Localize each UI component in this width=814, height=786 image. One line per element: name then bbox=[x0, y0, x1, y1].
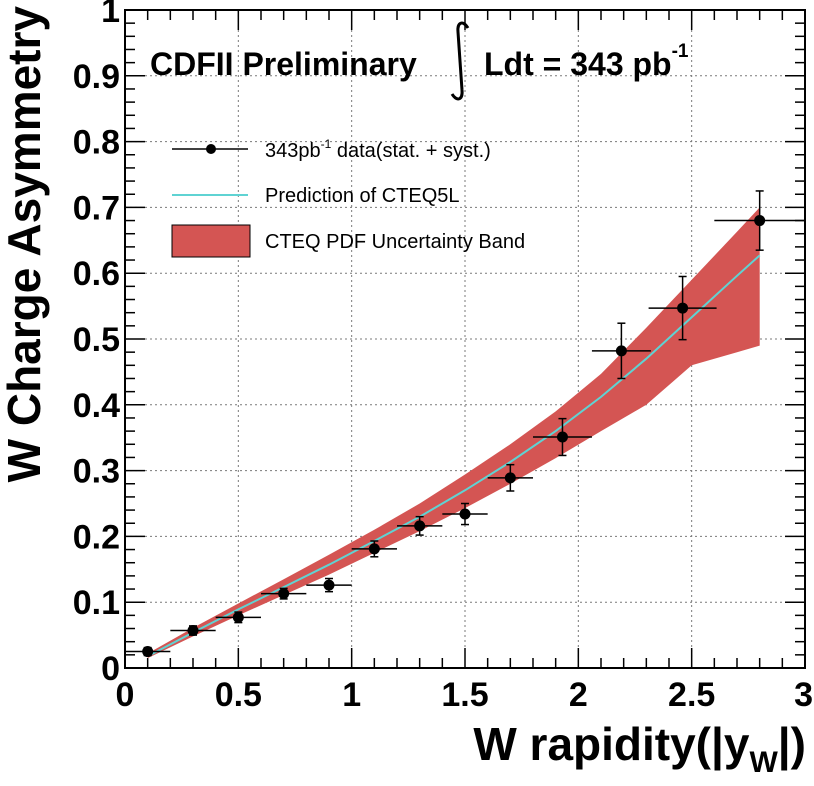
data-marker bbox=[556, 431, 568, 443]
data-point bbox=[533, 417, 592, 457]
data-point bbox=[397, 515, 443, 536]
data-marker bbox=[323, 579, 335, 591]
y-tick-label: 0.1 bbox=[73, 584, 120, 622]
y-tick-label: 0.4 bbox=[73, 387, 120, 425]
data-marker bbox=[232, 611, 244, 623]
data-marker bbox=[278, 588, 290, 600]
data-point bbox=[351, 540, 397, 558]
data-marker bbox=[368, 543, 380, 555]
data-marker bbox=[187, 624, 199, 636]
data-point bbox=[306, 577, 352, 593]
prediction-layer bbox=[147, 254, 761, 658]
luminosity-label: Ldt = 343 pb-1 bbox=[484, 41, 689, 82]
data-marker bbox=[615, 345, 627, 357]
x-tick-label: 0.5 bbox=[215, 676, 262, 714]
data-point bbox=[170, 624, 216, 636]
x-tick-label: 1.5 bbox=[441, 676, 488, 714]
legend-prediction-label: Prediction of CTEQ5L bbox=[265, 185, 460, 207]
y-tick-labels: 0 0.1 0.2 0.3 0.4 0.5 0.6 0.7 0.8 0.9 1 bbox=[73, 0, 120, 688]
data-marker bbox=[754, 215, 766, 227]
legend-band-label: CTEQ PDF Uncertainty Band bbox=[265, 231, 525, 253]
y-tick-label: 0.5 bbox=[73, 321, 120, 359]
y-tick-label: 0.9 bbox=[73, 58, 120, 96]
data-marker bbox=[677, 302, 689, 314]
data-point bbox=[714, 190, 805, 251]
integral-sign-icon bbox=[450, 21, 470, 101]
data-point bbox=[125, 646, 171, 658]
experiment-label: CDFII Preliminary bbox=[150, 46, 417, 82]
legend-data-label: 343pb-1 data(stat. + syst.) bbox=[265, 137, 491, 162]
y-tick-label: 1 bbox=[101, 0, 120, 30]
data-points-layer bbox=[125, 190, 805, 658]
x-tick-labels: 0 0.5 1 1.5 2 2.5 3 bbox=[116, 676, 813, 714]
x-tick-label: 0 bbox=[116, 676, 135, 714]
uncertainty-band bbox=[147, 207, 760, 659]
x-tick-label: 2.5 bbox=[668, 676, 715, 714]
data-point bbox=[591, 322, 651, 380]
legend: 343pb-1 data(stat. + syst.) Prediction o… bbox=[171, 137, 525, 258]
data-marker bbox=[504, 472, 516, 484]
legend-data-marker bbox=[206, 144, 216, 154]
axis-ticks bbox=[124, 9, 806, 669]
y-axis-title: W Charge Asymmetry bbox=[0, 6, 50, 483]
data-point bbox=[261, 587, 307, 600]
data-point bbox=[442, 502, 488, 526]
data-marker bbox=[142, 646, 154, 658]
data-point bbox=[648, 275, 717, 341]
legend-band-swatch bbox=[171, 224, 251, 258]
y-tick-label: 0.8 bbox=[73, 124, 120, 162]
y-tick-label: 0.3 bbox=[73, 453, 120, 491]
uncertainty-band-layer bbox=[147, 207, 760, 659]
data-marker bbox=[414, 520, 426, 532]
data-point bbox=[215, 611, 261, 624]
prediction-line bbox=[147, 254, 761, 658]
x-tick-label: 1 bbox=[342, 676, 361, 714]
x-tick-label: 2 bbox=[569, 676, 588, 714]
x-tick-label: 3 bbox=[794, 676, 813, 714]
y-tick-label: 0 bbox=[101, 650, 120, 688]
y-tick-label: 0.6 bbox=[73, 255, 120, 293]
data-marker bbox=[459, 508, 471, 520]
data-point bbox=[487, 463, 533, 492]
y-tick-label: 0.2 bbox=[73, 518, 120, 556]
y-tick-label: 0.7 bbox=[73, 189, 120, 227]
x-axis-title: W rapidity(|yW|) bbox=[473, 718, 806, 779]
